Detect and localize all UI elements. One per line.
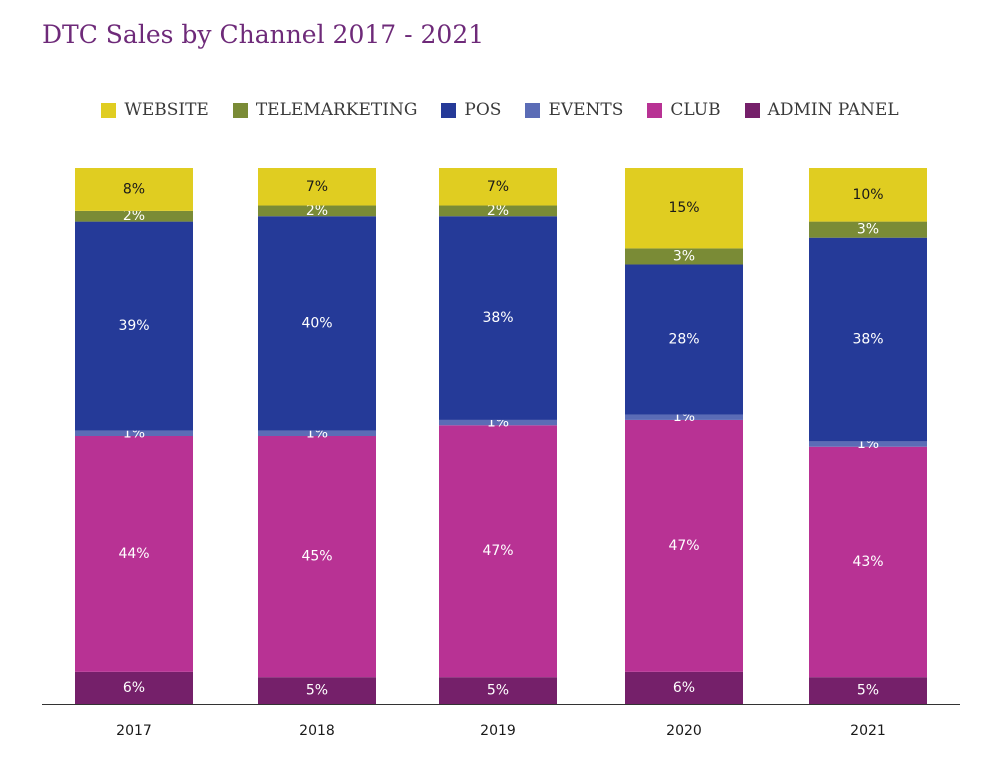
bar-segment-telemarketing-2020	[625, 248, 743, 265]
data-label-admin-panel-2021: 5%	[857, 683, 879, 699]
x-tick-label-2019: 2019	[480, 723, 516, 739]
bar-segment-events-2017	[75, 430, 193, 436]
data-label-telemarketing-2020: 3%	[673, 248, 695, 264]
bar-segment-pos-2018	[258, 216, 376, 431]
legend-item-telemarketing: TELEMARKETING	[232, 100, 418, 120]
bar-segment-club-2021	[809, 446, 927, 678]
legend-swatch-club	[647, 102, 663, 118]
bar-segment-events-2021	[809, 441, 927, 447]
data-label-pos-2018: 40%	[301, 315, 332, 331]
legend-item-admin-panel: ADMIN PANEL	[744, 100, 899, 120]
data-label-club-2019: 47%	[482, 543, 513, 559]
data-label-club-2017: 44%	[118, 546, 149, 562]
bar-segment-admin-panel-2018	[258, 677, 376, 704]
bar-segment-pos-2017	[75, 221, 193, 431]
legend-swatch-pos	[441, 102, 457, 118]
bar-segment-events-2020	[625, 414, 743, 420]
bar-segment-pos-2021	[809, 237, 927, 442]
chart-title: DTC Sales by Channel 2017 - 2021	[42, 20, 485, 49]
legend-swatch-telemarketing	[232, 102, 248, 118]
legend-item-events: EVENTS	[525, 100, 623, 120]
bar-segment-admin-panel-2017	[75, 671, 193, 704]
bar-segment-pos-2019	[439, 216, 557, 420]
data-label-website-2019: 7%	[487, 179, 509, 195]
data-label-admin-panel-2020: 6%	[673, 680, 695, 696]
data-label-telemarketing-2018: 2%	[306, 203, 328, 219]
bar-segment-club-2018	[258, 436, 376, 678]
legend-label-website: WEBSITE	[124, 100, 209, 120]
bar-segment-events-2019	[439, 419, 557, 426]
legend-item-website: WEBSITE	[101, 100, 209, 120]
data-label-telemarketing-2021: 3%	[857, 222, 879, 238]
legend-item-pos: POS	[441, 100, 501, 120]
bar-segment-events-2018	[258, 430, 376, 436]
x-tick-label-2017: 2017	[116, 723, 152, 739]
legend-label-pos: POS	[464, 100, 502, 120]
legend-swatch-admin-panel	[744, 102, 760, 118]
data-label-club-2021: 43%	[852, 554, 883, 570]
bar-segment-website-2021	[809, 168, 927, 222]
legend-label-events: EVENTS	[548, 100, 624, 120]
legend-label-club: CLUB	[670, 100, 721, 120]
x-tick-label-2021: 2021	[850, 723, 886, 739]
bar-segment-telemarketing-2019	[439, 205, 557, 217]
data-label-pos-2021: 38%	[852, 332, 883, 348]
data-label-club-2020: 47%	[668, 538, 699, 554]
bar-segment-club-2017	[75, 436, 193, 672]
bar-segment-website-2017	[75, 168, 193, 211]
chart-legend: WEBSITE TELEMARKETING POS EVENTS CLUB AD…	[0, 100, 1000, 120]
data-label-admin-panel-2017: 6%	[123, 680, 145, 696]
bar-segment-admin-panel-2019	[439, 677, 557, 704]
data-label-pos-2017: 39%	[118, 318, 149, 334]
data-label-pos-2019: 38%	[482, 310, 513, 326]
bar-segment-website-2020	[625, 168, 743, 249]
bar-segment-website-2019	[439, 168, 557, 206]
bar-segment-telemarketing-2021	[809, 221, 927, 238]
data-label-admin-panel-2018: 5%	[306, 683, 328, 699]
legend-label-telemarketing: TELEMARKETING	[255, 100, 418, 120]
bar-segment-club-2019	[439, 425, 557, 678]
legend-swatch-website	[101, 102, 117, 118]
bar-segment-website-2018	[258, 168, 376, 206]
bar-segment-club-2020	[625, 419, 743, 672]
legend-swatch-events	[525, 102, 541, 118]
x-tick-label-2020: 2020	[666, 723, 702, 739]
data-label-club-2018: 45%	[301, 549, 332, 565]
bar-segment-admin-panel-2021	[809, 677, 927, 704]
bar-segment-telemarketing-2017	[75, 210, 193, 222]
data-label-website-2021: 10%	[852, 187, 883, 203]
data-label-website-2017: 8%	[123, 181, 145, 197]
data-label-pos-2020: 28%	[668, 332, 699, 348]
data-label-telemarketing-2017: 2%	[123, 208, 145, 224]
bar-segment-pos-2020	[625, 264, 743, 415]
data-label-telemarketing-2019: 2%	[487, 203, 509, 219]
data-label-admin-panel-2019: 5%	[487, 683, 509, 699]
bar-segment-admin-panel-2020	[625, 671, 743, 704]
legend-item-club: CLUB	[647, 100, 721, 120]
data-label-website-2020: 15%	[668, 200, 699, 216]
data-label-website-2018: 7%	[306, 179, 328, 195]
x-tick-label-2018: 2018	[299, 723, 335, 739]
bar-segment-telemarketing-2018	[258, 205, 376, 217]
legend-label-admin-panel: ADMIN PANEL	[767, 100, 899, 120]
